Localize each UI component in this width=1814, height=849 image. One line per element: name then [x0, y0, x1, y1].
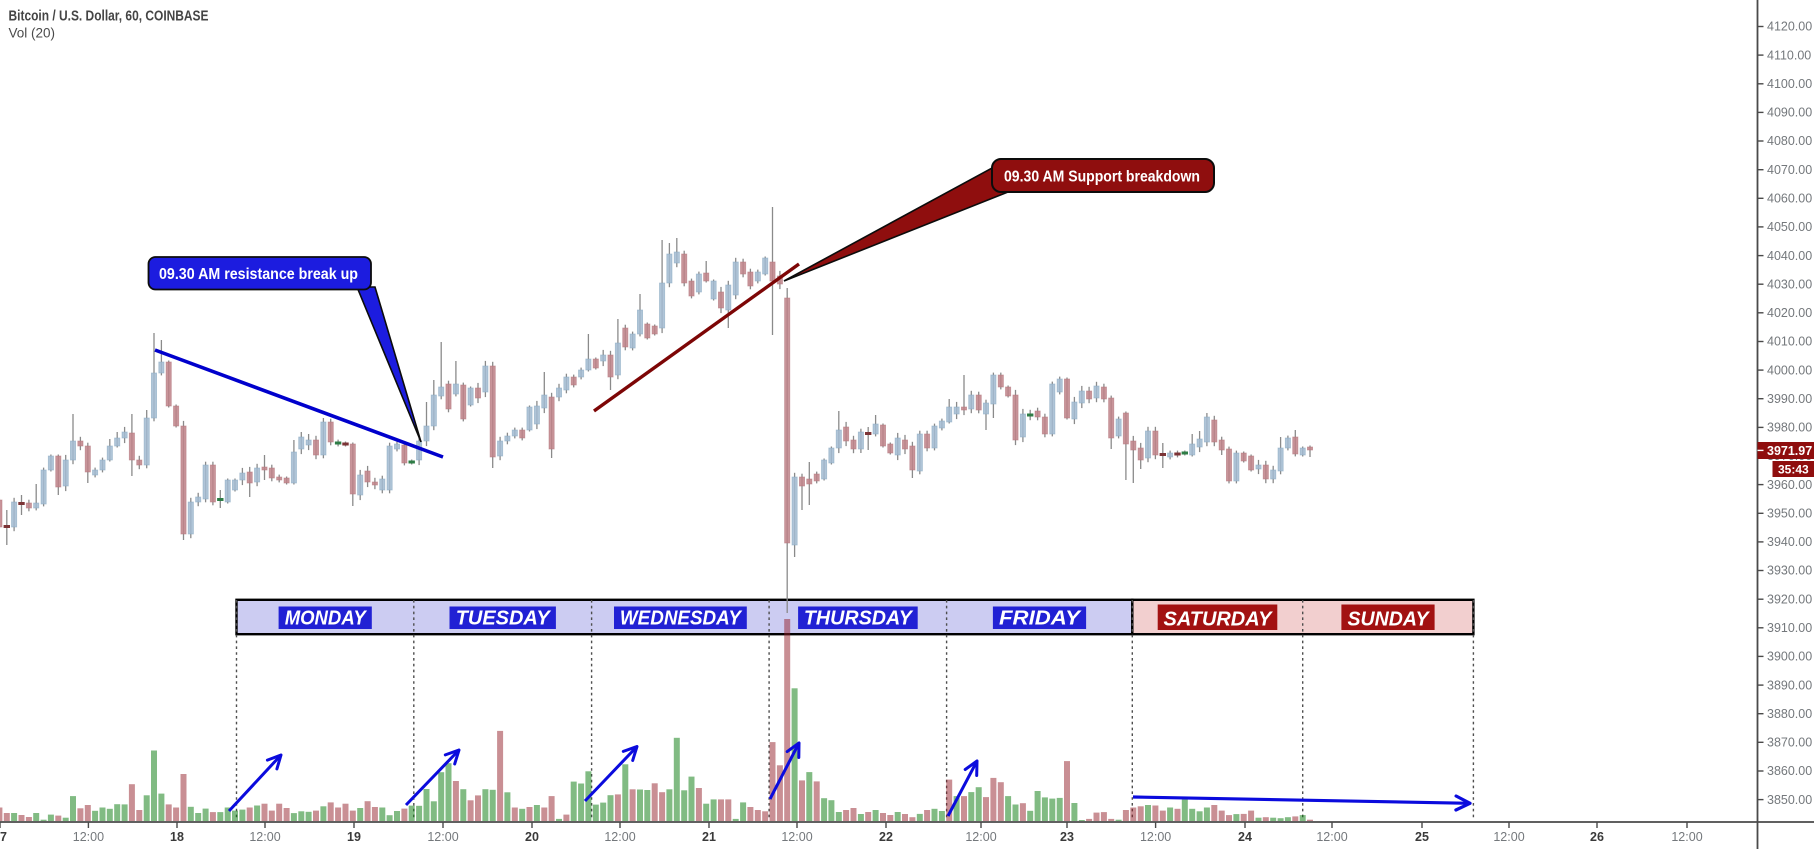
svg-text:12:00: 12:00 — [427, 830, 458, 844]
svg-text:TUESDAY: TUESDAY — [456, 608, 552, 630]
svg-text:12:00: 12:00 — [1493, 830, 1524, 844]
svg-text:3910.00: 3910.00 — [1767, 621, 1812, 635]
svg-text:12:00: 12:00 — [1671, 830, 1702, 844]
svg-text:3920.00: 3920.00 — [1767, 592, 1812, 606]
svg-text:4060.00: 4060.00 — [1767, 192, 1812, 206]
svg-text:3950.00: 3950.00 — [1767, 507, 1812, 521]
svg-text:3850.00: 3850.00 — [1767, 793, 1812, 807]
svg-text:4020.00: 4020.00 — [1767, 306, 1812, 320]
svg-text:3990.00: 3990.00 — [1767, 392, 1812, 406]
svg-text:4110.00: 4110.00 — [1767, 48, 1811, 62]
svg-text:3930.00: 3930.00 — [1767, 564, 1812, 578]
svg-text:26: 26 — [1590, 830, 1604, 844]
svg-text:THURSDAY: THURSDAY — [804, 608, 914, 630]
svg-text:SATURDAY: SATURDAY — [1164, 608, 1274, 630]
svg-text:WEDNESDAY: WEDNESDAY — [620, 608, 743, 630]
svg-text:4120.00: 4120.00 — [1767, 20, 1812, 34]
svg-text:4000.00: 4000.00 — [1767, 363, 1812, 377]
svg-text:4080.00: 4080.00 — [1767, 134, 1812, 148]
svg-text:09.30 AM Support breakdown: 09.30 AM Support breakdown — [1004, 169, 1200, 186]
svg-text:12:00: 12:00 — [1140, 830, 1171, 844]
svg-text:3890.00: 3890.00 — [1767, 678, 1812, 692]
svg-text:09.30 AM resistance break up: 09.30 AM resistance break up — [159, 266, 358, 283]
svg-text:SUNDAY: SUNDAY — [1348, 608, 1431, 630]
svg-text:24: 24 — [1238, 830, 1252, 844]
svg-text:12:00: 12:00 — [1316, 830, 1347, 844]
svg-text:4050.00: 4050.00 — [1767, 220, 1812, 234]
svg-text:4030.00: 4030.00 — [1767, 277, 1812, 291]
svg-text:20: 20 — [525, 830, 539, 844]
svg-text:12:00: 12:00 — [249, 830, 280, 844]
svg-text:4010.00: 4010.00 — [1767, 335, 1812, 349]
svg-text:25: 25 — [1415, 830, 1429, 844]
svg-text:3960.00: 3960.00 — [1767, 478, 1812, 492]
svg-text:23: 23 — [1060, 830, 1074, 844]
svg-text:3860.00: 3860.00 — [1767, 764, 1812, 778]
svg-text:12:00: 12:00 — [965, 830, 996, 844]
svg-text:21: 21 — [702, 830, 716, 844]
svg-text:Bitcoin / U.S. Dollar, 60, COI: Bitcoin / U.S. Dollar, 60, COINBASE — [9, 9, 209, 25]
svg-text:17: 17 — [0, 830, 7, 844]
svg-text:FRIDAY: FRIDAY — [999, 608, 1082, 630]
svg-text:4090.00: 4090.00 — [1767, 106, 1812, 120]
svg-text:19: 19 — [347, 830, 361, 844]
svg-text:3900.00: 3900.00 — [1767, 650, 1812, 664]
svg-text:3870.00: 3870.00 — [1767, 736, 1812, 750]
svg-text:Vol (20): Vol (20) — [9, 26, 56, 41]
svg-text:3940.00: 3940.00 — [1767, 535, 1812, 549]
svg-text:12:00: 12:00 — [604, 830, 635, 844]
svg-text:3971.97: 3971.97 — [1767, 444, 1812, 458]
svg-text:22: 22 — [879, 830, 893, 844]
svg-text:12:00: 12:00 — [73, 830, 104, 844]
svg-text:MONDAY: MONDAY — [285, 608, 368, 630]
svg-text:3980.00: 3980.00 — [1767, 421, 1812, 435]
svg-text:4100.00: 4100.00 — [1767, 77, 1812, 91]
svg-text:18: 18 — [170, 830, 184, 844]
svg-text:4040.00: 4040.00 — [1767, 249, 1812, 263]
svg-text:35:43: 35:43 — [1778, 463, 1809, 477]
svg-text:3880.00: 3880.00 — [1767, 707, 1812, 721]
svg-text:4070.00: 4070.00 — [1767, 163, 1812, 177]
svg-text:12:00: 12:00 — [781, 830, 812, 844]
